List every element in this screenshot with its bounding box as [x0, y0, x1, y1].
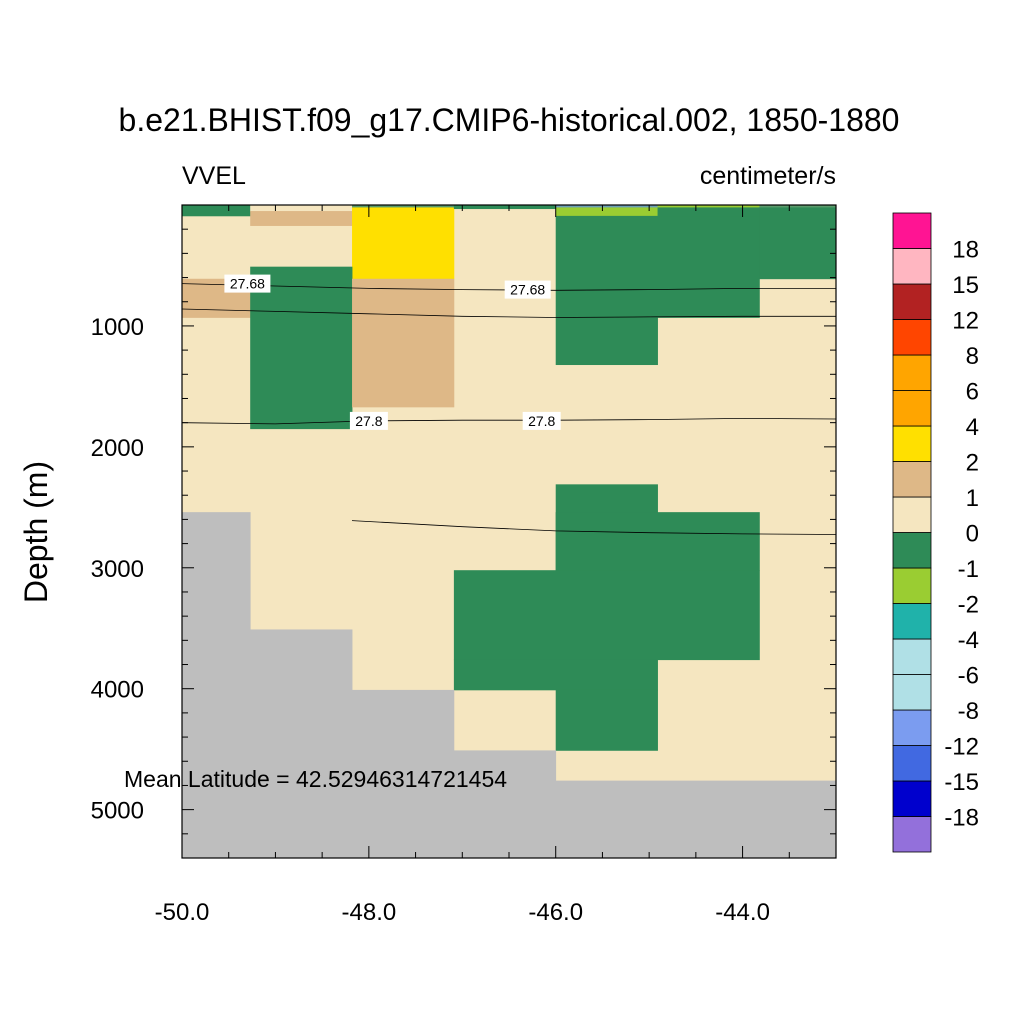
- colorbar-swatch: [892, 603, 932, 640]
- heatmap-cell: [182, 512, 251, 859]
- contour-label: 27.8: [355, 413, 382, 429]
- colorbar-swatch: [892, 425, 932, 462]
- colorbar-label: 15: [952, 272, 979, 299]
- colorbar-label: -12: [944, 734, 979, 761]
- y-tick-label: 5000: [91, 798, 144, 825]
- heatmap-cell: [182, 205, 251, 217]
- heatmap-cell: [657, 205, 760, 208]
- colorbar-swatch: [892, 496, 932, 533]
- x-tick-label: -46.0: [528, 899, 583, 926]
- colorbar-label: -1: [958, 556, 979, 583]
- heatmap-cell: [453, 205, 557, 210]
- heatmap-cell: [352, 689, 455, 859]
- colorbar-label: 18: [952, 237, 979, 264]
- colorbar-swatch: [892, 354, 932, 391]
- colorbar-label: 8: [966, 343, 979, 370]
- colorbar-swatch: [892, 319, 932, 356]
- contour-label-box: [349, 411, 388, 430]
- heatmap-cell: [759, 207, 837, 280]
- x-tick-label: -44.0: [715, 899, 770, 926]
- contour-label: 27.8: [528, 413, 555, 429]
- heatmap-cell: [352, 278, 455, 408]
- plot-axes: -50.0 -48.0 -46.0 -44.0 1000 2000 3000 4000 5000: [91, 204, 837, 926]
- y-tick-label: 1000: [91, 314, 144, 341]
- variable-label: VVEL: [182, 162, 246, 190]
- x-tick-label: -50.0: [155, 899, 210, 926]
- colorbar-label: 4: [966, 414, 979, 441]
- colorbar-label: 6: [966, 379, 979, 406]
- contour-label-box: [504, 280, 551, 299]
- heatmap-cell: [657, 207, 760, 217]
- x-tick-label: -48.0: [342, 899, 397, 926]
- colorbar-label: -2: [958, 592, 979, 619]
- colorbar-label: -8: [958, 698, 979, 725]
- heatmap-cell: [352, 207, 455, 280]
- y-tick-label: 4000: [91, 677, 144, 704]
- heatmap-cell: [759, 205, 837, 208]
- y-tick-label: 2000: [91, 435, 144, 462]
- colorbar-swatch: [892, 390, 932, 427]
- colorbar-swatch: [892, 567, 932, 604]
- chart-title: b.e21.BHIST.f09_g17.CMIP6-historical.002…: [119, 102, 900, 138]
- colorbar-label: 2: [966, 450, 979, 477]
- colorbar-label: 1: [966, 485, 979, 512]
- colorbar-swatch: [892, 816, 932, 853]
- mean-latitude-annotation: Mean Latitude = 42.52946314721454: [124, 766, 507, 792]
- contour-label-box: [224, 274, 271, 293]
- colorbar-swatch: [892, 532, 932, 569]
- heatmap-cell: [250, 266, 353, 430]
- colorbar-label: -4: [958, 627, 979, 654]
- contour-label: 27.68: [510, 282, 545, 298]
- colorbar-swatch: [892, 461, 932, 498]
- colorbar-label: -18: [944, 805, 979, 832]
- heatmap-cell: [555, 780, 837, 859]
- heatmap-cell: [250, 629, 353, 859]
- contour-line: [351, 520, 837, 535]
- y-axis-label: Depth (m): [18, 461, 54, 603]
- colorbar-swatch: [892, 745, 932, 782]
- y-tick-label: 3000: [91, 556, 144, 583]
- density-contours: 27.68 27.68 27.8 27.8: [181, 274, 837, 535]
- heatmap-cell: [555, 205, 658, 208]
- heatmap-cell: [250, 205, 353, 212]
- contour-label-box: [522, 411, 561, 430]
- heatmap-cell: [453, 659, 658, 691]
- heatmap-cell: [555, 207, 658, 217]
- heatmap-cell: [453, 750, 557, 859]
- heatmap-cell: [250, 211, 353, 226]
- contour-line: [181, 417, 837, 425]
- colorbar-swatch: [892, 674, 932, 711]
- contour-label: 27.68: [230, 276, 265, 292]
- colorbar-label: 0: [966, 521, 979, 548]
- colorbar-swatch: [892, 248, 932, 285]
- heatmap-cells: [182, 205, 837, 859]
- colorbar-swatch: [892, 709, 932, 746]
- colorbar-label: 12: [952, 308, 979, 335]
- colorbar-label: -15: [944, 769, 979, 796]
- heatmap-cell: [453, 570, 760, 661]
- heatmap-cell: [352, 205, 455, 208]
- colorbar-swatch: [892, 638, 932, 675]
- colorbar-label: -6: [958, 663, 979, 690]
- heatmap-cell: [555, 689, 658, 751]
- colorbar-swatch: [892, 780, 932, 817]
- colorbar-swatch: [892, 212, 932, 249]
- contour-line: [181, 308, 836, 318]
- units-label: centimeter/s: [700, 162, 836, 190]
- heatmap-cell: [555, 317, 658, 366]
- heatmap-cell: [555, 215, 760, 318]
- colorbar-swatch: [892, 283, 932, 320]
- heatmap-cell: [555, 512, 760, 571]
